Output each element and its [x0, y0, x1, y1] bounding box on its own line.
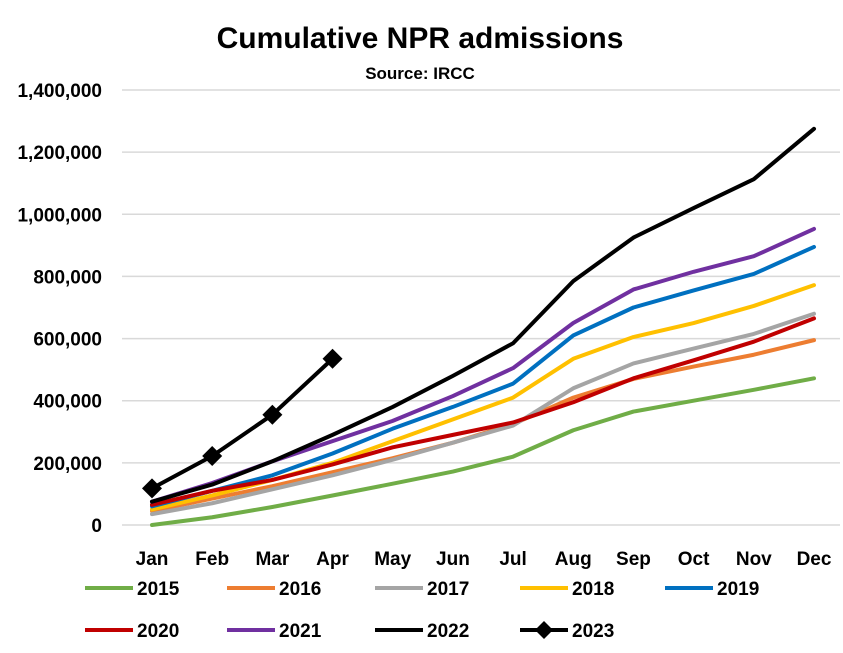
y-tick-label: 200,000 — [33, 454, 102, 475]
legend-marker-2023 — [535, 621, 553, 639]
data-point-2023 — [202, 446, 223, 467]
legend-label-2020: 2020 — [137, 621, 179, 642]
legend-label-2015: 2015 — [137, 579, 180, 600]
series-line-2020 — [150, 316, 816, 507]
y-tick-label: 1,400,000 — [17, 81, 102, 102]
series-line-2023 — [150, 356, 335, 491]
legend-label-2019: 2019 — [717, 579, 759, 600]
y-tick-label: 800,000 — [33, 267, 102, 288]
series-line-2019 — [150, 244, 816, 509]
chart-subtitle: Source: IRCC — [365, 64, 475, 83]
legend-label-2016: 2016 — [279, 579, 321, 600]
y-tick-label: 600,000 — [33, 330, 102, 351]
legend-label-2021: 2021 — [279, 621, 322, 642]
x-tick-label: Oct — [678, 549, 710, 570]
x-tick-label: Apr — [316, 549, 349, 570]
data-point-2023 — [322, 348, 343, 369]
x-tick-label: Feb — [195, 549, 229, 570]
x-axis-ticks: Jan Feb Mar Apr May Jun Jul Aug Sep Oct Nov Dec — [136, 549, 832, 570]
y-tick-label: 1,000,000 — [17, 205, 102, 226]
x-tick-label: Dec — [797, 549, 832, 570]
y-tick-label: 1,200,000 — [17, 143, 102, 164]
series-line-2017 — [150, 311, 816, 517]
x-tick-label: Jun — [436, 549, 470, 570]
x-tick-label: Nov — [736, 549, 772, 570]
y-tick-label: 0 — [91, 516, 102, 537]
y-axis-ticks: 0 200,000 400,000 600,000 800,000 1,000,000 1,… — [17, 81, 102, 537]
chart-title: Cumulative NPR admissions — [217, 22, 624, 55]
series-line-2022 — [150, 126, 816, 504]
series-line-2015 — [150, 376, 816, 527]
x-tick-label: Jan — [136, 549, 169, 570]
legend-label-2017: 2017 — [427, 579, 469, 600]
y-tick-label: 400,000 — [33, 392, 102, 413]
x-tick-label: Jul — [499, 549, 526, 570]
legend-label-2023: 2023 — [572, 621, 614, 642]
legend-label-2018: 2018 — [572, 579, 614, 600]
data-point-2023 — [262, 404, 283, 425]
series-line-2021 — [150, 226, 816, 504]
legend: 2015 2016 2017 2018 2019 2020 2021 2022 2023 — [85, 579, 759, 642]
x-tick-label: Sep — [616, 549, 651, 570]
x-tick-label: Mar — [255, 549, 289, 570]
data-point-2023 — [142, 478, 162, 499]
x-tick-label: Aug — [555, 549, 592, 570]
series-lines — [142, 126, 816, 527]
legend-label-2022: 2022 — [427, 621, 469, 642]
gridlines — [122, 89, 840, 526]
x-tick-label: May — [374, 549, 411, 570]
